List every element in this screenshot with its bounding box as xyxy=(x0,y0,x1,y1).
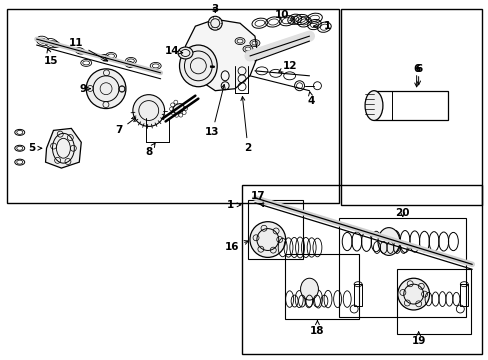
Text: 20: 20 xyxy=(395,208,409,218)
Text: 12: 12 xyxy=(278,61,296,72)
Ellipse shape xyxy=(365,91,382,121)
Text: 11: 11 xyxy=(69,38,107,61)
Polygon shape xyxy=(185,19,257,91)
Text: 1: 1 xyxy=(313,21,330,31)
Bar xyxy=(242,185,481,354)
Bar xyxy=(247,200,302,260)
Text: 16: 16 xyxy=(224,240,248,252)
Circle shape xyxy=(86,69,126,109)
Text: 7: 7 xyxy=(115,118,136,135)
Text: 14: 14 xyxy=(165,46,183,56)
Bar xyxy=(353,284,361,306)
Bar xyxy=(7,9,339,203)
Circle shape xyxy=(249,222,285,257)
Polygon shape xyxy=(45,129,81,168)
Text: 4: 4 xyxy=(307,92,315,105)
Text: 10: 10 xyxy=(274,10,294,20)
Bar xyxy=(459,284,468,306)
Text: 5: 5 xyxy=(28,143,41,153)
Bar xyxy=(284,255,358,319)
Ellipse shape xyxy=(300,278,318,300)
Circle shape xyxy=(397,278,428,310)
Text: 3: 3 xyxy=(211,4,219,14)
Text: 19: 19 xyxy=(410,332,425,346)
Text: 6: 6 xyxy=(414,64,422,74)
Circle shape xyxy=(133,95,164,126)
Text: 1: 1 xyxy=(226,200,241,210)
Text: 9: 9 xyxy=(80,84,90,94)
Bar xyxy=(341,9,481,205)
Text: 17: 17 xyxy=(250,191,264,207)
Text: 8: 8 xyxy=(145,143,155,157)
Ellipse shape xyxy=(377,228,399,255)
Text: 13: 13 xyxy=(204,85,224,138)
Bar xyxy=(339,218,466,317)
Text: 6: 6 xyxy=(412,64,419,74)
Bar xyxy=(373,91,447,121)
Text: 2: 2 xyxy=(241,96,251,153)
Text: 18: 18 xyxy=(309,320,324,336)
Ellipse shape xyxy=(173,104,184,113)
Bar xyxy=(396,269,470,334)
Ellipse shape xyxy=(179,45,217,87)
Ellipse shape xyxy=(178,47,192,59)
Text: 15: 15 xyxy=(44,49,59,66)
Ellipse shape xyxy=(208,16,222,30)
